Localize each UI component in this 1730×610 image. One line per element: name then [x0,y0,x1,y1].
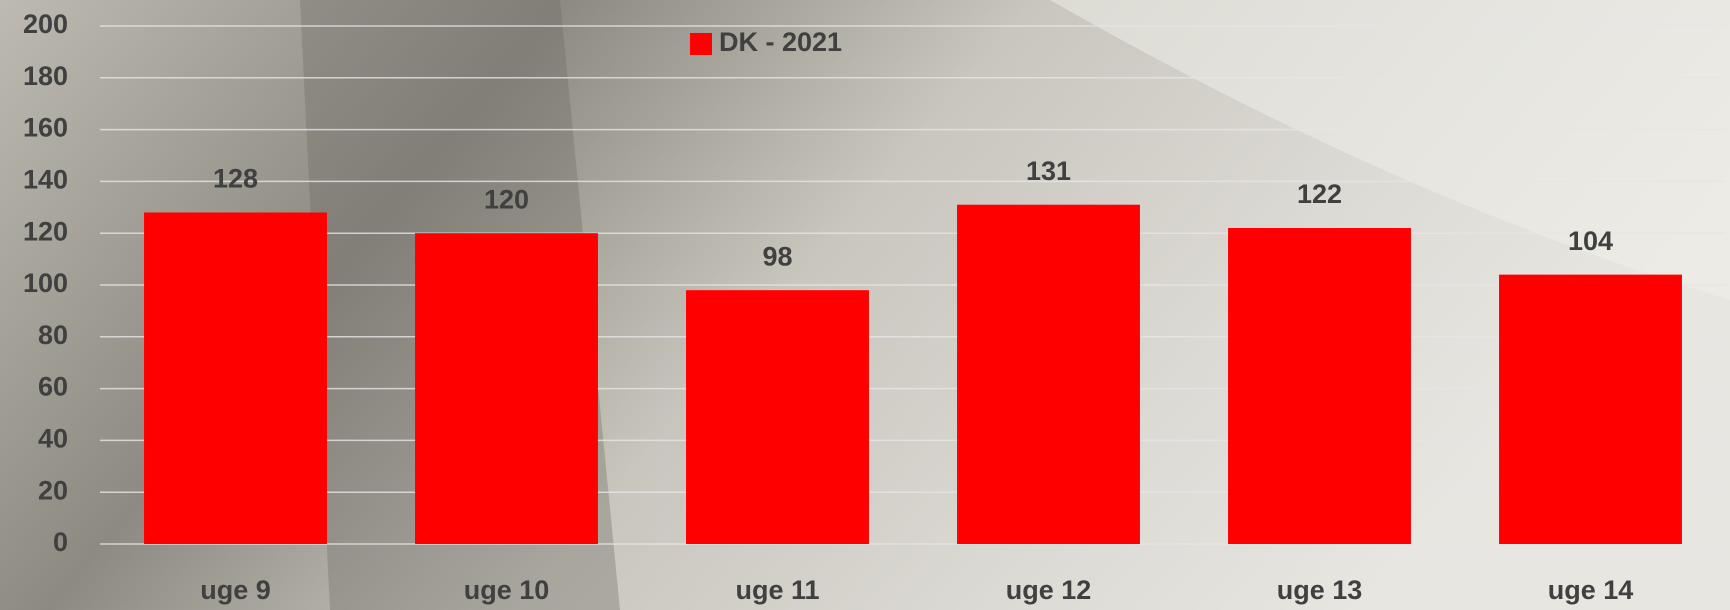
x-tick-label: uge 9 [200,575,271,605]
data-label: 122 [1297,179,1342,209]
x-tick-label: uge 10 [464,575,550,605]
y-tick-label: 180 [23,61,68,91]
x-tick-label: uge 13 [1277,575,1363,605]
x-tick-label: uge 11 [735,575,819,605]
bar [415,233,598,544]
data-label: 104 [1568,226,1613,256]
y-tick-label: 0 [53,527,68,557]
y-tick-label: 200 [23,9,68,39]
y-tick-label: 100 [23,268,68,298]
bar [686,290,869,544]
y-tick-label: 40 [38,424,68,454]
y-tick-label: 160 [23,113,68,143]
y-tick-label: 120 [23,216,68,246]
bar [1499,275,1682,544]
data-label: 128 [213,164,258,194]
bar [957,205,1140,544]
y-tick-label: 20 [38,475,68,505]
bar [144,212,327,544]
data-label: 131 [1026,156,1071,186]
page: 0 20 40 60 80 100 120 140 160 180 200 uge 9 uge 10 ug… [0,0,1730,610]
x-tick-label: uge 14 [1548,575,1634,605]
bar [1228,228,1411,544]
data-label: 98 [762,241,792,271]
data-label: 120 [484,184,529,214]
chart: 0 20 40 60 80 100 120 140 160 180 200 uge 9 uge 10 ug… [0,0,1730,610]
y-tick-label: 80 [38,320,68,350]
legend-swatch [690,33,712,55]
y-tick-label: 60 [38,372,68,402]
legend-label: DK - 2021 [719,27,842,57]
x-tick-label: uge 12 [1006,575,1092,605]
y-tick-label: 140 [23,165,68,195]
